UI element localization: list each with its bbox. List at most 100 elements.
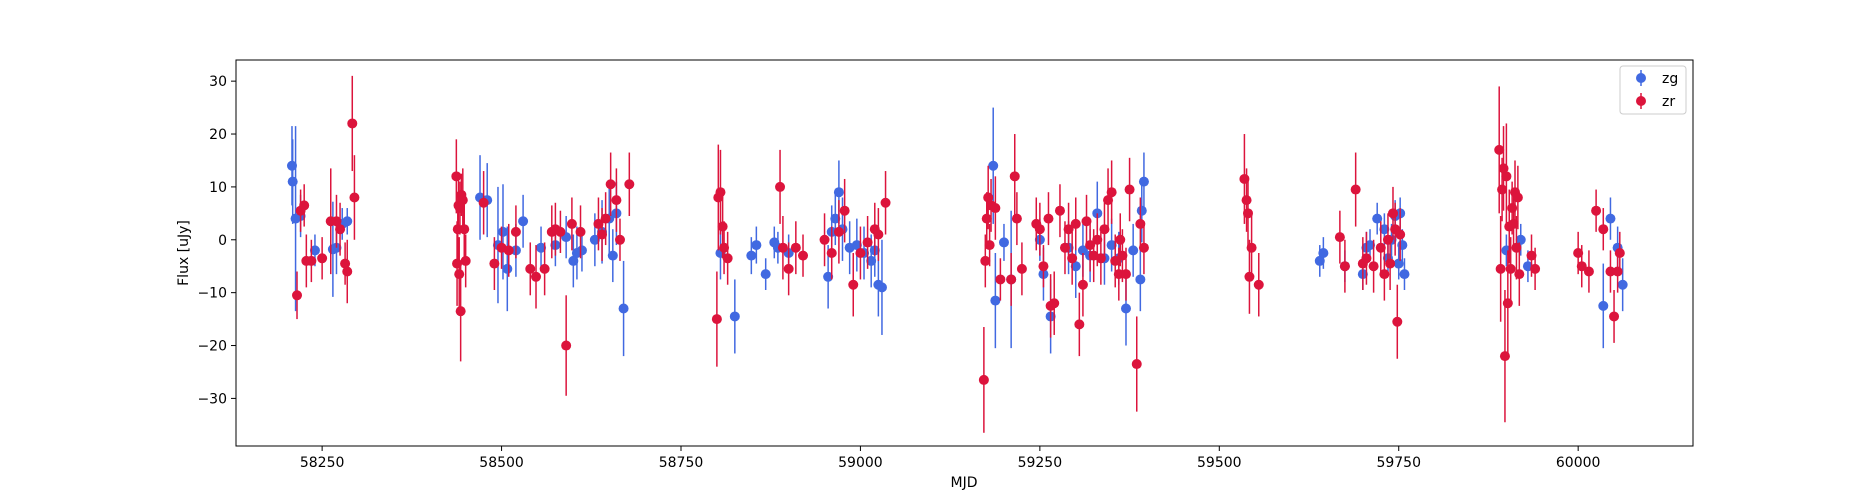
point-zr (611, 195, 622, 206)
point-zg (876, 282, 887, 293)
point-zr (1117, 250, 1128, 261)
point-zr (1253, 279, 1264, 290)
point-zr (983, 192, 994, 203)
point-zr (1103, 195, 1114, 206)
point-zg (1070, 261, 1081, 272)
point-zr (1077, 279, 1088, 290)
legend: zg zr (1619, 65, 1687, 115)
point-zr (455, 306, 466, 317)
point-zg (990, 295, 1001, 306)
point-zr (1583, 266, 1594, 277)
point-zg (1106, 240, 1117, 251)
point-zg (1077, 245, 1088, 256)
point-zr (1612, 266, 1623, 277)
point-zr (848, 279, 859, 290)
point-zr (451, 171, 462, 182)
point-zg (1318, 248, 1329, 258)
point-zr (1495, 263, 1506, 274)
point-zr (1092, 234, 1103, 245)
point-zr (1038, 261, 1049, 272)
point-zr (317, 253, 328, 264)
x-tick-label: 58750 (659, 455, 704, 471)
y-axis: −30 −20 −10 0 10 20 30 (197, 74, 236, 407)
point-zr (711, 314, 722, 325)
point-zr (597, 229, 608, 240)
point-zg (729, 311, 740, 322)
point-zr (1334, 232, 1345, 243)
x-tick-label: 59000 (838, 455, 883, 471)
x-tick-label: 58500 (479, 455, 524, 471)
point-zr (1512, 192, 1523, 203)
legend-label-zg: zg (1662, 71, 1678, 87)
point-zr (460, 255, 471, 266)
point-zr (1494, 144, 1505, 155)
point-zr (489, 258, 500, 269)
x-tick-label: 58250 (300, 455, 345, 471)
point-zr (978, 374, 989, 385)
point-zg (1399, 269, 1410, 280)
point-zr (1605, 266, 1616, 277)
point-zg (833, 187, 844, 198)
point-zr (306, 255, 317, 266)
point-zg (1617, 279, 1628, 290)
point-zr (990, 203, 1001, 214)
y-tick-label: 10 (209, 180, 227, 196)
point-zg (1135, 274, 1146, 285)
point-zr (1530, 263, 1541, 274)
legend-entry-zg: zg (1636, 70, 1678, 87)
point-zg (988, 160, 999, 171)
point-zr (292, 290, 303, 301)
point-zr (1526, 250, 1537, 261)
point-zr (1395, 229, 1406, 240)
point-zr (980, 255, 991, 266)
point-zr (1609, 311, 1620, 322)
point-zg (286, 160, 297, 171)
legend-label-zr: zr (1662, 94, 1675, 110)
point-zg (618, 303, 629, 314)
point-zr (717, 221, 728, 232)
point-zr (715, 187, 726, 198)
point-zr (1244, 271, 1255, 282)
point-zg (309, 245, 320, 256)
point-zr (1591, 205, 1602, 216)
point-zr (1508, 218, 1519, 229)
point-zr (1368, 261, 1379, 272)
point-zr (1099, 224, 1110, 235)
point-zr (984, 240, 995, 251)
point-zr (775, 181, 786, 192)
point-zr (1106, 187, 1117, 198)
point-zg (589, 234, 600, 245)
x-axis: 58250 58500 58750 59000 59250 59500 59750 60000 (300, 446, 1600, 471)
point-zr (600, 213, 611, 224)
point-zr (1511, 242, 1522, 253)
point-zr (510, 226, 521, 237)
point-zr (593, 218, 604, 229)
point-zr (561, 340, 572, 351)
point-zg (497, 226, 508, 237)
point-zg (1372, 213, 1383, 224)
point-zr (1379, 269, 1390, 280)
point-zg (1138, 176, 1149, 187)
point-zg (830, 213, 841, 224)
point-zr (722, 253, 733, 264)
point-zr (1507, 203, 1518, 214)
point-zr (1614, 248, 1625, 258)
point-zr (1498, 163, 1509, 174)
point-zg (1136, 205, 1147, 216)
point-zr (1131, 359, 1142, 370)
point-zr (1135, 218, 1146, 229)
legend-entry-zr: zr (1636, 93, 1675, 110)
point-zr (1124, 184, 1135, 195)
point-zr (1361, 253, 1372, 264)
point-zr (454, 203, 465, 214)
point-zr (1573, 248, 1584, 258)
point-zr (1375, 242, 1386, 253)
point-zg (502, 263, 513, 274)
point-zr (347, 118, 358, 129)
point-zr (783, 263, 794, 274)
point-zr (790, 242, 801, 253)
point-zr (624, 179, 635, 190)
point-zr (539, 263, 550, 274)
point-zg (1365, 240, 1376, 251)
